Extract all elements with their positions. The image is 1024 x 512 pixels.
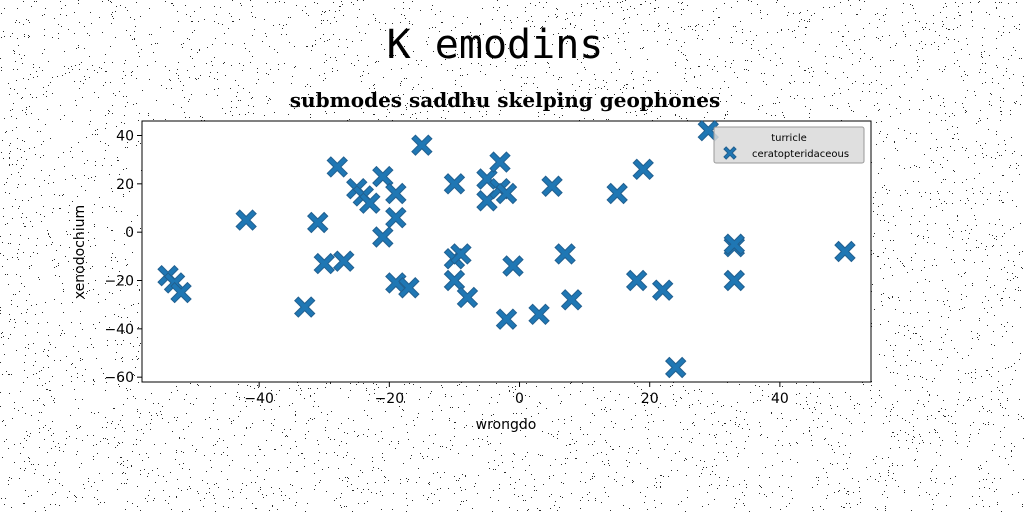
data-point [385,182,407,205]
data-point [625,269,648,292]
data-point [502,255,524,277]
y-tick-label: 20 [116,177,134,193]
x-axis-label: wrongdo [476,417,537,433]
data-point [333,250,355,272]
data-point [235,209,257,231]
data-point [834,240,856,263]
data-point [450,243,472,265]
x-tick-label: −20 [375,391,405,407]
chart-title: submodes saddhu skelping geophones [289,88,721,112]
data-point [372,226,394,248]
legend-entry-label: ceratopteridaceous [752,149,849,160]
legend-marker-shape [723,146,737,160]
data-point [443,269,466,292]
data-point [528,303,550,326]
data-point [495,308,518,330]
legend-marker-icon [723,146,737,160]
data-point [398,277,420,299]
legend: turricle ceratopteridaceous [713,126,865,164]
x-tick-label: 20 [641,391,659,407]
y-tick-label: 0 [125,225,134,241]
y-axis-label: xenodochium [72,205,88,299]
data-point [606,182,628,205]
data-point [541,175,563,197]
data-point [326,156,348,178]
data-point [495,182,518,205]
data-point [313,252,335,275]
data-point [560,289,583,311]
x-tick-label: 0 [515,391,524,407]
data-point [554,243,576,265]
data-point [723,233,746,255]
data-point [632,158,654,181]
data-point [359,192,381,214]
data-point [456,286,479,309]
y-tick-label: −40 [104,322,134,338]
legend-title: turricle [771,133,807,144]
y-tick-label: −60 [104,370,134,386]
data-point [170,281,192,304]
figure-title: K emodins [386,22,604,68]
x-tick-label: 40 [771,391,789,407]
data-point [385,206,407,229]
data-point [723,269,746,292]
data-point [652,279,674,301]
data-points [157,119,856,379]
data-point [665,356,687,379]
y-tick-label: −20 [104,274,134,290]
data-point [411,134,433,156]
legend-box [713,126,865,164]
data-point [372,165,394,188]
data-point [489,151,511,173]
axis-ticks: −40 −20 0 20 40 −60 −40 −20 0 20 40 [104,129,788,408]
x-tick-label: −40 [244,391,274,407]
data-point [443,173,466,195]
data-point [307,211,329,234]
y-tick-label: 40 [116,129,134,145]
data-point [294,296,316,318]
